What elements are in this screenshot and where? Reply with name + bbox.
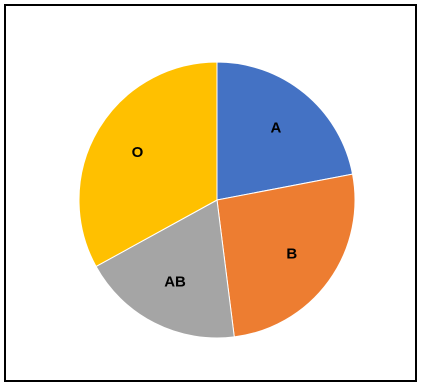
pie-label-b: B [286,245,297,262]
pie-slice-b [216,173,356,338]
pie-slice-o [78,61,218,268]
chart-frame: A B AB O [4,4,417,382]
pie-label-ab: AB [164,273,186,290]
pie-label-o: O [132,144,144,161]
pie-slice-ab [95,199,235,339]
pie-label-a: A [271,120,282,137]
pie-slices [78,61,356,339]
pie-slice-a [216,61,354,201]
